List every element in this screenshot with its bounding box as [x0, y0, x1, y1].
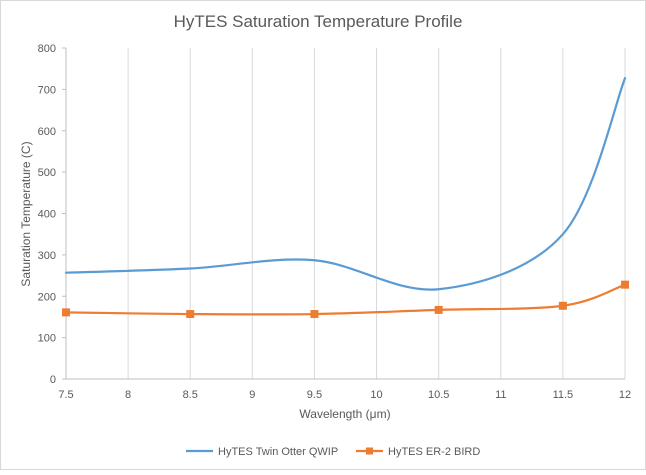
data-point	[310, 310, 319, 319]
y-tick-label: 600	[38, 126, 56, 138]
data-point	[558, 301, 567, 310]
x-tick-label: 11	[495, 389, 506, 401]
y-tick-label: 500	[38, 167, 56, 179]
data-point	[434, 305, 443, 314]
data-point	[621, 280, 629, 289]
y-tick-label: 200	[38, 291, 56, 303]
y-tick-label: 100	[38, 333, 56, 345]
y-tick-label: 0	[50, 374, 56, 386]
x-tick-label: 11.5	[553, 389, 574, 401]
grid-lines	[127, 48, 626, 379]
y-tick-label: 300	[38, 250, 56, 262]
axes: 0 100 200 300 400 500 600 700 800 7.5 8 8.5 9 9.5 10 10…	[38, 43, 631, 401]
series-line-1	[64, 77, 627, 291]
x-tick-label: 9.5	[307, 389, 322, 401]
y-tick-label: 400	[38, 209, 56, 221]
legend-marker	[366, 447, 373, 455]
data-point	[186, 310, 195, 319]
y-tick-label: 800	[38, 43, 56, 55]
x-tick-label: 9	[249, 389, 255, 401]
x-tick-label: 10.5	[428, 389, 449, 401]
legend-label: HyTES ER-2 BIRD	[388, 446, 480, 458]
x-tick-label: 8	[125, 389, 131, 401]
chart-title: HyTES Saturation Temperature Profile	[174, 12, 463, 31]
data-point	[62, 308, 70, 317]
legend: HyTES Twin Otter QWIP HyTES ER-2 BIRD	[186, 446, 480, 458]
y-axis-title: Saturation Temperature (C)	[19, 141, 33, 286]
legend-entry-2: HyTES ER-2 BIRD	[356, 446, 480, 458]
legend-entry-1: HyTES Twin Otter QWIP	[186, 446, 338, 458]
series-group	[62, 77, 629, 319]
x-tick-label: 12	[619, 389, 631, 401]
y-tick-label: 700	[38, 84, 56, 96]
x-tick-label: 7.5	[58, 389, 73, 401]
x-axis-title: Wavelength (μm)	[299, 407, 390, 421]
x-tick-label: 8.5	[183, 389, 198, 401]
legend-label: HyTES Twin Otter QWIP	[218, 446, 338, 458]
x-tick-label: 10	[370, 389, 382, 401]
